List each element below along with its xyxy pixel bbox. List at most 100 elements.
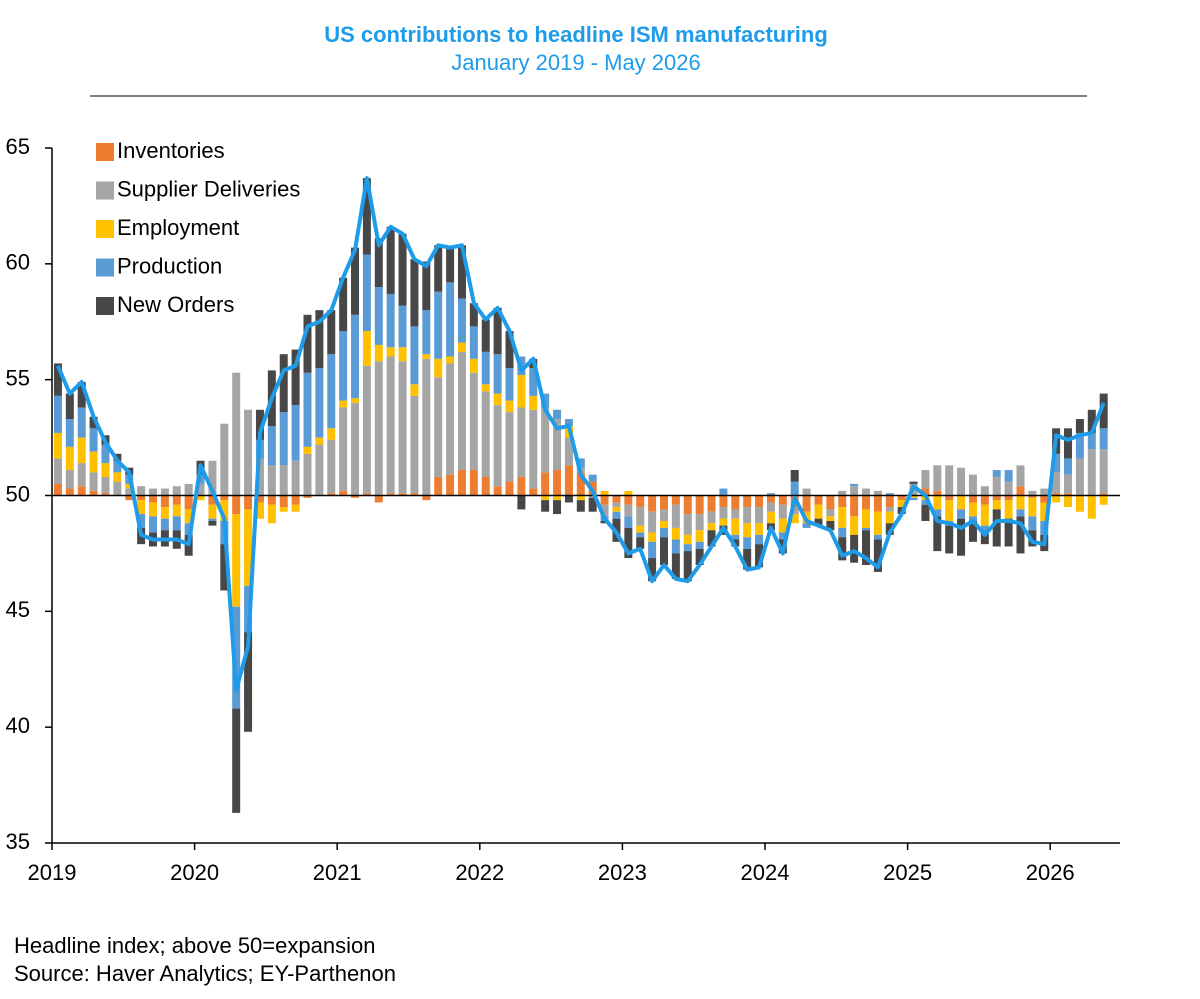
bar-segment [790, 507, 799, 515]
bar-segment [267, 504, 276, 524]
bar-segment [65, 488, 74, 496]
bar-segment [957, 467, 966, 496]
bar-segment [778, 504, 787, 519]
bar-segment [564, 465, 573, 496]
bar-segment [945, 525, 954, 554]
bar-segment [457, 298, 466, 343]
bar-segment [553, 500, 562, 515]
bar-segment [172, 495, 181, 505]
bar-segment [184, 509, 193, 524]
bar-segment [862, 527, 871, 531]
bar-segment [659, 495, 668, 510]
bar-segment [850, 516, 859, 535]
bar-segment [493, 393, 502, 406]
bar-segment [576, 500, 585, 512]
legend-swatch [96, 181, 114, 200]
bar-segment [351, 314, 360, 399]
footnote: Headline index; above 50=expansion [14, 933, 375, 958]
bar-segment [77, 381, 86, 408]
bar-segment [992, 509, 1001, 547]
bar-segment [564, 419, 573, 426]
bar-segment [267, 495, 276, 505]
bar-segment [541, 393, 550, 408]
bar-segment [778, 495, 787, 505]
bar-segment [493, 307, 502, 355]
bar-segment [469, 470, 478, 496]
bar-segment [1087, 495, 1096, 519]
bar-segment [1064, 495, 1073, 508]
bar-segment [291, 460, 300, 496]
bar-segment [553, 409, 562, 420]
bar-segment [588, 474, 597, 482]
bar-segment [862, 530, 871, 565]
bar-segment [303, 446, 312, 454]
bar-segment [529, 368, 538, 396]
legend-label: Employment [117, 215, 239, 240]
bar-segment [683, 495, 692, 515]
bar-segment [457, 245, 466, 299]
y-tick-label: 50 [6, 481, 30, 506]
y-tick-label: 40 [6, 713, 30, 738]
bar-segment [422, 310, 431, 355]
bar-segment [303, 495, 312, 498]
bar-segment [160, 518, 169, 531]
legend-swatch [96, 143, 114, 161]
bar-segment [636, 525, 645, 533]
bar-segment [208, 504, 217, 519]
bar-segment [279, 412, 288, 466]
bar-segment [1040, 502, 1049, 521]
bar-segment [755, 495, 764, 508]
bar-segment [671, 504, 680, 528]
bar-segment [695, 530, 704, 542]
bar-segment [1004, 495, 1013, 501]
source: Source: Haver Analytics; EY-Parthenon [14, 961, 396, 986]
legend-swatch [96, 297, 114, 315]
bar-segment [184, 495, 193, 510]
bar-segment [778, 518, 787, 533]
bar-segment [303, 453, 312, 496]
bar-segment [65, 419, 74, 447]
bar-segment [77, 463, 86, 487]
bar-segment [149, 488, 158, 496]
bar-segment [505, 368, 514, 401]
x-tick-label: 2020 [170, 860, 219, 885]
bar-segment [659, 520, 668, 528]
bar-segment [921, 470, 930, 489]
bar-segment [89, 451, 98, 473]
bar-segment [481, 391, 490, 477]
bar-segment [244, 409, 253, 496]
bar-segment [469, 372, 478, 471]
bar-segment [457, 342, 466, 352]
legend-swatch [96, 258, 114, 277]
bar-segment [137, 514, 146, 528]
bar-segment [1016, 509, 1025, 517]
bar-segment [957, 495, 966, 510]
bar-segment [873, 495, 882, 512]
bar-segment [208, 495, 217, 505]
bar-segment [315, 368, 324, 438]
bar-segment [339, 400, 348, 408]
bar-segment [873, 490, 882, 496]
bar-segment [481, 384, 490, 392]
bar-segment [826, 520, 835, 531]
bar-segment [327, 428, 336, 440]
bar-segment [992, 476, 1001, 496]
bar-segment [873, 539, 882, 572]
bar-segment [933, 490, 942, 496]
bar-segment [755, 534, 764, 545]
bar-segment [53, 483, 62, 496]
bar-segment [624, 504, 633, 517]
bar-segment [362, 493, 371, 496]
bar-segment [957, 509, 966, 519]
bar-segment [291, 405, 300, 461]
bar-segment [1004, 470, 1013, 482]
bar-segment [101, 463, 110, 477]
bar-segment [362, 331, 371, 366]
bar-segment [968, 516, 977, 521]
bar-segment [933, 509, 942, 517]
bar-segment [398, 361, 407, 494]
bar-segment [362, 178, 371, 255]
bar-segment [671, 495, 680, 505]
bar-segment [624, 490, 633, 496]
bar-segment [671, 539, 680, 554]
